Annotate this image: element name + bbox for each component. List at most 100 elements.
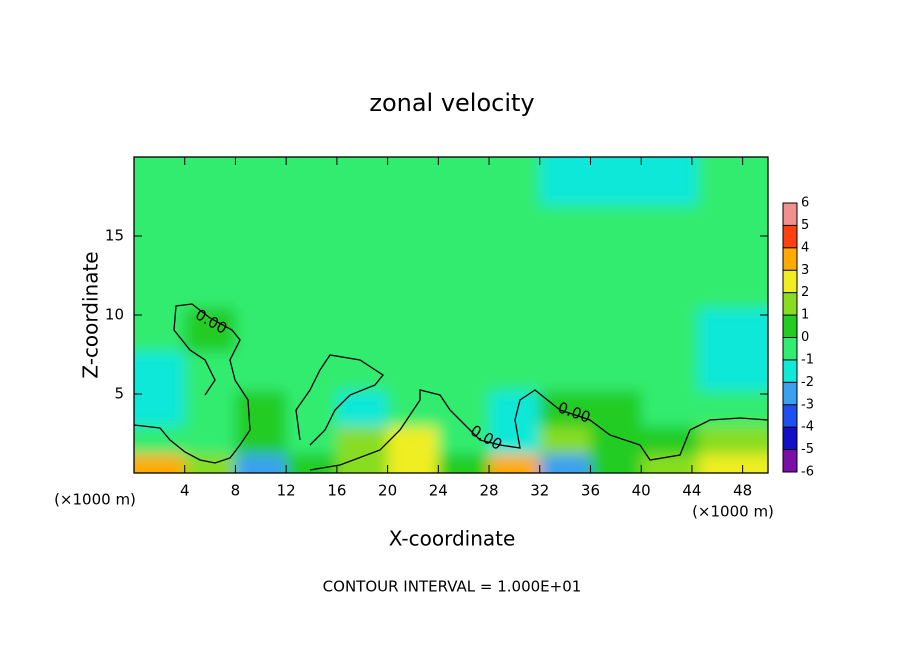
field-cell bbox=[387, 204, 440, 257]
field-cell bbox=[590, 390, 643, 427]
colorbar-swatch bbox=[783, 292, 797, 316]
contour-line bbox=[295, 354, 384, 446]
contour-line bbox=[134, 303, 251, 464]
field-cell bbox=[336, 350, 389, 392]
field-cell bbox=[184, 255, 237, 309]
x-unit-label: (×1000 m) bbox=[692, 503, 774, 521]
field-cell bbox=[134, 453, 186, 473]
field-cell bbox=[336, 204, 389, 257]
x-tick-label: 16 bbox=[327, 482, 346, 500]
x-tick-label: 40 bbox=[632, 482, 651, 500]
field-cell bbox=[641, 453, 700, 473]
colorbar-swatch bbox=[783, 270, 797, 293]
colorbar-tick-label: 3 bbox=[801, 263, 809, 278]
x-tick-label: 28 bbox=[479, 482, 498, 500]
colorbar-tick-label: 2 bbox=[801, 285, 809, 300]
colorbar-swatch bbox=[783, 203, 797, 226]
field-cell bbox=[184, 157, 237, 206]
field-cell bbox=[286, 157, 338, 206]
colorbar-swatch bbox=[783, 337, 797, 360]
colorbar-tick-label: 5 bbox=[801, 218, 809, 233]
field-cell bbox=[539, 307, 592, 352]
field-cell bbox=[184, 453, 237, 473]
y-tick-label: 5 bbox=[114, 385, 124, 403]
field-cell bbox=[336, 307, 389, 352]
colorbar-swatch bbox=[783, 359, 797, 383]
colorbar-tick-label: -2 bbox=[801, 375, 814, 390]
x-tick-label: 36 bbox=[581, 482, 600, 500]
field-cell bbox=[235, 157, 288, 206]
field-cell bbox=[134, 157, 186, 206]
colorbar-tick-label: -5 bbox=[801, 442, 814, 457]
colorbar-tick-label: -3 bbox=[801, 397, 814, 412]
colorbar-tick-label: 6 bbox=[801, 196, 809, 211]
contours bbox=[134, 303, 768, 471]
field-cell bbox=[184, 307, 237, 352]
field-cell bbox=[590, 425, 643, 455]
field-cell bbox=[336, 157, 389, 206]
field-cell bbox=[235, 390, 288, 427]
y-tick-label: 10 bbox=[105, 306, 124, 324]
chart-title: zonal velocity bbox=[369, 89, 534, 117]
field-cell bbox=[590, 350, 643, 392]
x-tick-label: 12 bbox=[277, 482, 296, 500]
x-tick-label: 48 bbox=[733, 482, 752, 500]
colorbar-swatch bbox=[783, 427, 797, 450]
field-cell bbox=[539, 425, 592, 455]
field-cell bbox=[698, 204, 768, 257]
field-cell bbox=[698, 255, 768, 309]
field-cell bbox=[641, 390, 700, 427]
field-cell bbox=[286, 307, 338, 352]
field-cell bbox=[134, 204, 186, 257]
field-cell bbox=[489, 307, 541, 352]
field-cell bbox=[134, 390, 186, 427]
field-cell bbox=[336, 255, 389, 309]
field-cell bbox=[698, 425, 768, 455]
colorbar: -6 -5 -4 -3 -2 -1 0 1 2 3 4 5 6 bbox=[782, 196, 814, 480]
x-axis-label: X-coordinate bbox=[389, 527, 516, 551]
colorbar-swatch bbox=[783, 225, 797, 248]
field-cell bbox=[641, 255, 700, 309]
field-cell bbox=[336, 390, 389, 427]
field-cell bbox=[489, 350, 541, 392]
field-cell bbox=[698, 453, 768, 473]
x-tick-label: 32 bbox=[530, 482, 549, 500]
field-cell bbox=[539, 350, 592, 392]
field-cell bbox=[590, 453, 643, 473]
field-cell bbox=[387, 157, 440, 206]
field-cell bbox=[336, 453, 389, 473]
field-cell bbox=[438, 307, 491, 352]
field-cell bbox=[286, 350, 338, 392]
field-cell bbox=[641, 157, 700, 206]
y-tick-label: 15 bbox=[105, 227, 124, 245]
field-cell bbox=[134, 425, 186, 455]
field-cell bbox=[489, 425, 541, 455]
field-cell bbox=[438, 350, 491, 392]
x-tick-label: 20 bbox=[378, 482, 397, 500]
field-cell bbox=[438, 390, 491, 427]
field-cell bbox=[590, 255, 643, 309]
field-cell bbox=[590, 204, 643, 257]
x-tick-label: 8 bbox=[231, 482, 241, 500]
field-cell bbox=[698, 157, 768, 206]
field-cell bbox=[590, 307, 643, 352]
field-cell bbox=[590, 157, 643, 206]
colorbar-tick-label: 1 bbox=[801, 308, 809, 323]
field-cell bbox=[489, 157, 541, 206]
contour-line bbox=[309, 389, 768, 471]
field-cell bbox=[387, 390, 440, 427]
colorbar-swatch bbox=[783, 315, 797, 338]
field-cell bbox=[698, 350, 768, 392]
field-cell bbox=[539, 157, 592, 206]
field-cell bbox=[641, 350, 700, 392]
field-cell bbox=[539, 255, 592, 309]
field-cell bbox=[438, 453, 491, 473]
field-cell bbox=[286, 255, 338, 309]
field-cells bbox=[134, 157, 768, 473]
field-cell bbox=[489, 453, 541, 473]
field-cell bbox=[134, 350, 186, 392]
colorbar-swatch bbox=[783, 449, 797, 472]
field bbox=[134, 157, 768, 473]
colorbar-tick-label: -1 bbox=[801, 352, 814, 367]
